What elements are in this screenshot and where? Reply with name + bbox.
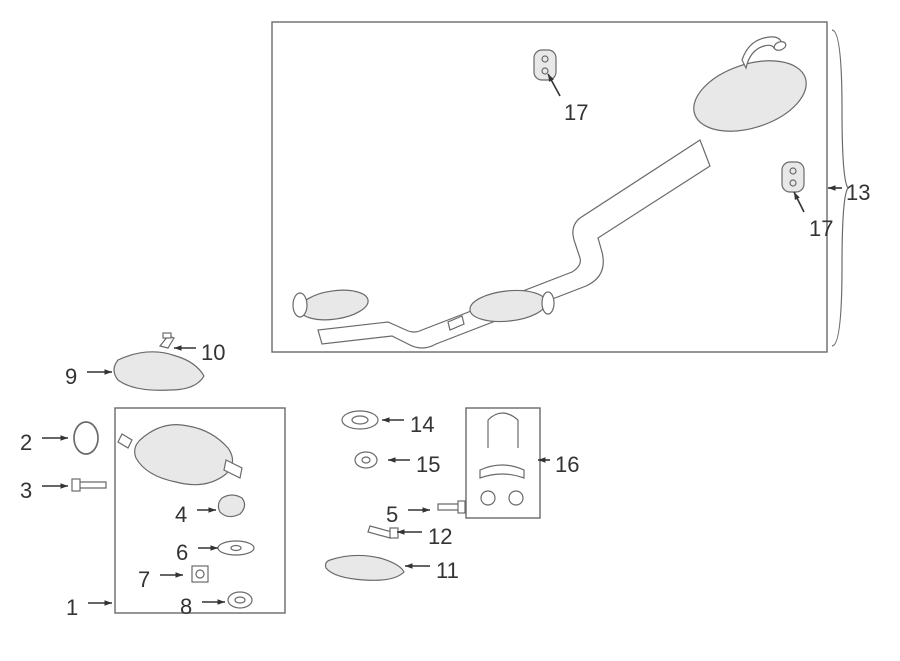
callout-arrow-17-17 [794, 192, 804, 212]
callout-arrow-6-5 [198, 545, 218, 550]
callout-7: 7 [138, 567, 150, 593]
callout-arrow-14-13 [382, 417, 404, 422]
callout-11: 11 [436, 558, 459, 584]
muffler-body [694, 61, 806, 131]
callout-12: 12 [428, 524, 452, 550]
stud-5 [438, 504, 460, 510]
callout-arrow-12-11 [397, 529, 422, 534]
clamp-saddle [480, 465, 524, 478]
clamp-nut-r [509, 491, 523, 505]
callout-arrow-9-8 [87, 369, 112, 374]
callout-arrow-4-3 [197, 507, 216, 512]
callout-arrow-3-2 [42, 483, 68, 488]
catalytic-converter [470, 290, 546, 321]
gasket-14 [342, 411, 378, 429]
nut-8 [228, 592, 252, 608]
callout-arrow-11-10 [405, 563, 430, 568]
converter-inlet [118, 434, 132, 448]
clamp-nut-l [481, 491, 495, 505]
bolt-3-shaft [78, 482, 106, 488]
callout-10: 10 [201, 340, 225, 366]
clamp-u [488, 413, 518, 420]
bolt-12-head [390, 528, 398, 538]
callout-arrow-1-0 [88, 600, 112, 605]
callout-16: 16 [555, 452, 579, 478]
callout-3: 3 [20, 478, 32, 504]
gasket-ring [74, 422, 98, 454]
callout-8: 8 [180, 594, 192, 620]
callout-arrow-10-9 [174, 345, 196, 350]
callout-arrow-13-12 [828, 185, 842, 190]
callout-17: 17 [809, 216, 833, 242]
callout-1: 1 [66, 595, 78, 621]
callout-arrow-2-1 [42, 435, 68, 440]
group-box-2 [466, 408, 540, 518]
bolt-10-head [163, 333, 171, 338]
converter-assy [135, 425, 233, 485]
bolt-3-head [72, 479, 80, 491]
callout-2: 2 [20, 430, 32, 456]
hanger-insulator-a [534, 50, 556, 80]
callout-arrow-5-4 [408, 507, 430, 512]
hanger-insulator-b [782, 162, 804, 192]
callout-arrow-7-6 [160, 572, 183, 577]
callout-14: 14 [410, 412, 434, 438]
nut-15 [355, 452, 377, 468]
callout-4: 4 [175, 502, 187, 528]
resonator-end [293, 293, 307, 317]
bracket-11 [326, 555, 405, 580]
front-resonator [300, 290, 368, 320]
nut-7 [192, 566, 208, 582]
callout-arrow-15-14 [388, 457, 410, 462]
callout-6: 6 [176, 540, 188, 566]
callout-13: 13 [846, 180, 870, 206]
plate-6 [218, 541, 254, 555]
callout-17: 17 [564, 100, 588, 126]
callout-arrow-8-7 [202, 599, 225, 604]
callout-15: 15 [416, 452, 440, 478]
cat-end [542, 292, 554, 314]
converter-outlet [224, 460, 242, 478]
heat-shield [114, 352, 204, 390]
stud-5-head [458, 501, 465, 513]
bracket-4 [218, 495, 244, 517]
callout-5: 5 [386, 502, 398, 528]
callout-9: 9 [65, 364, 77, 390]
